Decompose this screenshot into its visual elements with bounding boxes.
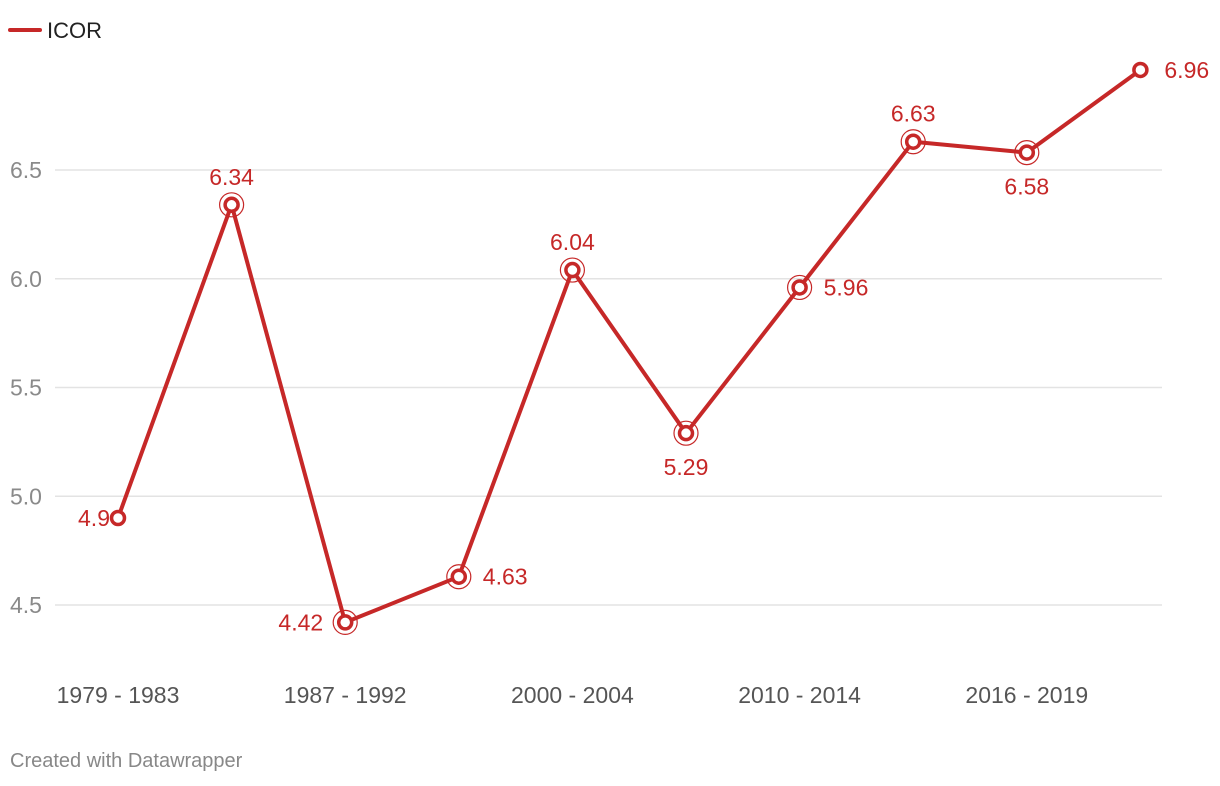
data-point-halo	[1014, 140, 1040, 166]
x-tick-label: 2016 - 2019	[965, 682, 1088, 708]
y-tick-label: 6.0	[10, 266, 42, 292]
data-label: 4.42	[278, 609, 323, 635]
data-point-marker	[109, 509, 127, 527]
data-point-halo	[673, 420, 699, 446]
gridlines	[55, 169, 1162, 606]
x-tick-label: 2010 - 2014	[738, 682, 861, 708]
x-tick-label: 1987 - 1992	[284, 682, 407, 708]
data-point	[559, 257, 586, 283]
series-line-icor	[116, 68, 1143, 625]
data-label: 6.96	[1164, 57, 1209, 83]
legend-label: ICOR	[47, 18, 102, 43]
data-point-halo	[446, 564, 472, 590]
data-label: 4.63	[483, 564, 528, 590]
data-point-marker	[677, 424, 695, 442]
x-axis-tick-labels: 1979 - 1983 1987 - 1992 2000 - 2004 2010 - …	[57, 682, 1089, 708]
y-tick-label: 5.0	[10, 483, 42, 509]
data-point	[673, 420, 699, 446]
y-tick-label: 4.5	[10, 592, 42, 618]
data-label: 6.58	[1004, 174, 1049, 200]
data-point-marker	[791, 279, 808, 296]
y-tick-label: 5.5	[10, 375, 42, 401]
data-point-halo	[219, 192, 245, 218]
data-point-halo	[900, 129, 926, 155]
data-point	[786, 274, 813, 301]
footer-credit: Created with Datawrapper	[10, 750, 243, 772]
data-point	[109, 509, 127, 527]
data-point	[332, 609, 358, 636]
data-point-halo	[559, 257, 586, 283]
x-tick-label: 2000 - 2004	[511, 682, 634, 708]
data-point	[446, 564, 472, 590]
data-point-marker	[1132, 61, 1149, 79]
data-label: 6.34	[209, 164, 254, 190]
data-point	[1132, 61, 1149, 79]
data-point-halo	[332, 609, 358, 636]
data-points	[109, 61, 1149, 636]
x-tick-label: 1979 - 1983	[57, 682, 180, 708]
legend: ICOR	[8, 18, 102, 43]
data-label: 6.63	[891, 101, 936, 127]
data-point	[219, 192, 245, 218]
data-label: 5.29	[664, 454, 709, 480]
data-point-marker	[564, 261, 581, 279]
data-point-marker	[336, 614, 354, 631]
data-point-marker	[223, 196, 240, 214]
data-point-marker	[1018, 144, 1036, 161]
data-point-marker	[904, 133, 922, 150]
data-point	[900, 129, 926, 155]
data-point-halo	[786, 274, 813, 301]
data-point-marker	[450, 568, 468, 585]
data-labels: 4.9 6.34 4.42 4.63 6.04 5.29 5.96 6.63 6.58 6.96	[78, 57, 1209, 635]
data-label: 6.04	[550, 229, 595, 255]
y-tick-label: 6.5	[10, 157, 42, 183]
y-axis-tick-labels: 4.5 5.0 5.5 6.0 6.5	[10, 157, 42, 618]
data-label: 5.96	[824, 274, 869, 300]
data-label: 4.9	[78, 505, 110, 531]
data-point	[1014, 140, 1040, 166]
series-icor	[116, 68, 1143, 625]
